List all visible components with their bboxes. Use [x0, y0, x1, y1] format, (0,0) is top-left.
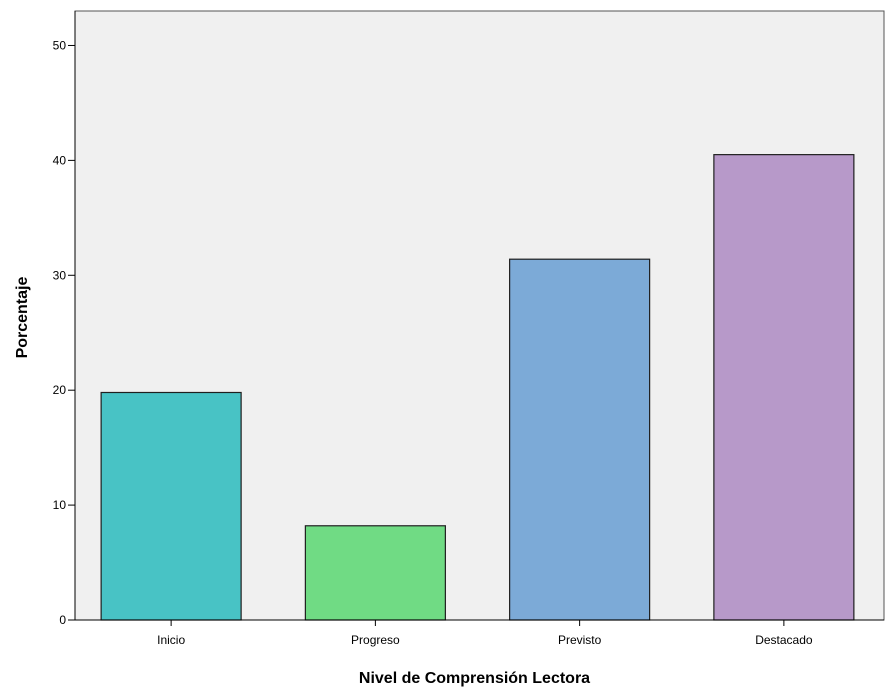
x-tick-label-previsto: Previsto [558, 633, 602, 647]
x-tick-label-progreso: Progreso [351, 633, 400, 647]
bar-progreso [304, 525, 446, 621]
y-tick-label: 30 [53, 268, 67, 282]
y-tick-label: 0 [59, 613, 66, 627]
bars-group [100, 154, 855, 621]
x-tick-label-destacado: Destacado [755, 633, 813, 647]
y-tick-label: 20 [53, 383, 67, 397]
y-tick-label: 50 [53, 38, 67, 52]
y-tick-label: 40 [53, 153, 67, 167]
bar-previsto [509, 258, 651, 621]
bar-inicio [100, 391, 242, 621]
x-axis-title: Nivel de Comprensión Lectora [359, 670, 590, 687]
y-axis-title: Porcentaje [14, 276, 31, 358]
x-axis: Inicio Progreso Previsto Destacado [75, 619, 884, 647]
x-tick-label-inicio: Inicio [157, 633, 185, 647]
y-tick-label: 10 [53, 498, 67, 512]
bar-destacado [713, 154, 855, 621]
y-axis: 0 10 20 30 40 50 [53, 11, 76, 627]
